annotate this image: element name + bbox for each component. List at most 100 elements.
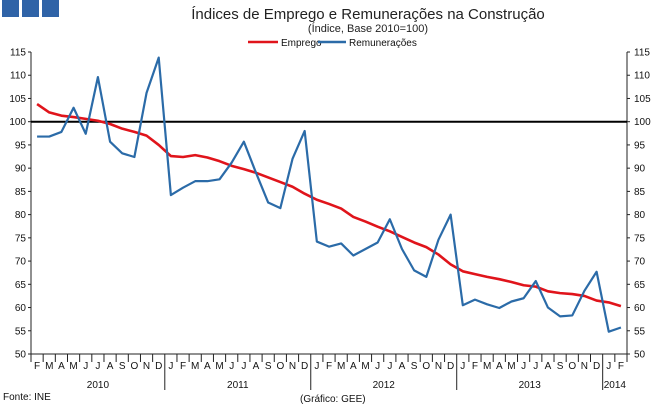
- y-tick-label-right: 115: [634, 48, 650, 59]
- x-tick-label-month: M: [361, 361, 369, 372]
- y-tick-label-right: 95: [634, 140, 646, 151]
- y-tick-label-left: 95: [15, 140, 27, 151]
- y-tick-label-right: 75: [634, 233, 646, 244]
- series-layer: [31, 56, 627, 333]
- x-tick-label-month: M: [507, 361, 515, 372]
- brand-square: [42, 0, 59, 17]
- x-tick-label-month: F: [34, 361, 40, 372]
- plot-axes: [30, 52, 628, 355]
- y-tick-label-left: 115: [10, 48, 26, 59]
- chart-subtitle: (Índice, Base 2010=100): [308, 22, 428, 35]
- x-tick-label-month: O: [568, 361, 576, 372]
- y-tick-label-right: 90: [634, 164, 646, 175]
- x-tick-label-month: J: [241, 361, 246, 372]
- x-tick-label-month: J: [460, 361, 465, 372]
- legend: Emprego Remunerações: [248, 38, 417, 49]
- x-tick-label-month: J: [83, 361, 88, 372]
- x-tick-label-month: O: [130, 361, 138, 372]
- y-tick-label-left: 65: [15, 280, 27, 291]
- brand-square: [2, 0, 19, 17]
- x-tick-label-month: D: [593, 361, 600, 372]
- y-tick-label-left: 80: [15, 210, 27, 221]
- y-tick-label-left: 100: [9, 117, 26, 128]
- y-tick-label-right: 110: [634, 71, 650, 82]
- x-tick-label-month: S: [265, 361, 272, 372]
- y-tick-label-left: 90: [15, 164, 27, 175]
- x-tick-label-month: O: [276, 361, 284, 372]
- x-tick-label-month: M: [483, 361, 491, 372]
- x-tick-label-month: D: [301, 361, 308, 372]
- legend-label-emprego: Emprego: [281, 38, 322, 49]
- x-tick-label-month: J: [168, 361, 173, 372]
- x-tick-label-month: A: [204, 361, 211, 372]
- x-tick-label-month: M: [69, 361, 77, 372]
- y-tick-label-right: 105: [634, 94, 651, 105]
- x-tick-label-month: A: [545, 361, 552, 372]
- x-tick-label-month: J: [229, 361, 234, 372]
- y-axis-right: 50 55 60 65 70 75 80 85 90 95 100 105 110 115: [627, 48, 651, 361]
- y-tick-label-right: 55: [634, 326, 646, 337]
- x-tick-label-month: S: [119, 361, 126, 372]
- x-tick-label-month: N: [581, 361, 588, 372]
- y-tick-label-left: 50: [15, 350, 27, 361]
- series-line-emprego: [36, 102, 622, 308]
- x-year-label: 2013: [519, 380, 542, 391]
- y-tick-label-right: 100: [634, 117, 651, 128]
- x-tick-label-month: S: [411, 361, 418, 372]
- y-tick-label-left: 60: [15, 303, 27, 314]
- source-note: Fonte: INE: [3, 392, 51, 403]
- x-tick-label-month: J: [95, 361, 100, 372]
- series-line-remuneracoes: [37, 56, 622, 333]
- x-year-label: 2010: [87, 380, 110, 391]
- brand-square: [22, 0, 39, 17]
- x-tick-label-month: J: [521, 361, 526, 372]
- x-tick-label-month: J: [533, 361, 538, 372]
- y-tick-label-left: 55: [15, 326, 27, 337]
- x-tick-label-month: J: [606, 361, 611, 372]
- x-tick-label-month: J: [314, 361, 319, 372]
- y-tick-label-right: 50: [634, 350, 646, 361]
- y-tick-label-right: 85: [634, 187, 646, 198]
- y-tick-label-right: 80: [634, 210, 646, 221]
- x-tick-label-month: S: [557, 361, 564, 372]
- x-tick-label-month: O: [422, 361, 430, 372]
- x-tick-label-month: N: [143, 361, 150, 372]
- x-tick-label-month: D: [155, 361, 162, 372]
- x-tick-label-month: A: [496, 361, 503, 372]
- x-tick-label-month: F: [180, 361, 186, 372]
- x-tick-label-month: J: [375, 361, 380, 372]
- y-tick-label-right: 60: [634, 303, 646, 314]
- y-tick-label-right: 70: [634, 257, 646, 268]
- x-tick-label-month: A: [350, 361, 357, 372]
- y-tick-label-left: 105: [9, 94, 26, 105]
- x-tick-label-month: A: [399, 361, 406, 372]
- legend-label-remuneracoes: Remunerações: [349, 38, 417, 49]
- x-tick-label-month: F: [618, 361, 624, 372]
- chart-title: Índices de Emprego e Remunerações na Con…: [191, 6, 545, 23]
- y-axis-left: 50 55 60 65 70 75 80 85 90 95 100 105 110 115: [9, 48, 31, 361]
- x-year-label: 2011: [227, 380, 249, 391]
- x-tick-label-month: A: [253, 361, 260, 372]
- x-tick-label-month: M: [191, 361, 199, 372]
- x-tick-label-month: N: [435, 361, 442, 372]
- y-tick-label-right: 65: [634, 280, 646, 291]
- x-tick-label-month: J: [387, 361, 392, 372]
- x-tick-label-month: N: [289, 361, 296, 372]
- x-tick-label-month: M: [45, 361, 53, 372]
- y-tick-label-left: 85: [15, 187, 27, 198]
- x-tick-label-month: M: [337, 361, 345, 372]
- y-tick-label-left: 75: [15, 233, 27, 244]
- y-tick-label-left: 70: [15, 257, 27, 268]
- x-tick-label-month: A: [58, 361, 65, 372]
- x-tick-label-month: D: [447, 361, 454, 372]
- x-tick-label-month: M: [215, 361, 223, 372]
- chart-credit: (Gráfico: GEE): [300, 394, 366, 405]
- x-year-label: 2012: [373, 380, 396, 391]
- x-tick-label-month: F: [472, 361, 478, 372]
- x-tick-label-month: A: [107, 361, 114, 372]
- x-year-label: 2014: [604, 380, 627, 391]
- x-tick-label-month: F: [326, 361, 332, 372]
- y-tick-label-left: 110: [10, 71, 26, 82]
